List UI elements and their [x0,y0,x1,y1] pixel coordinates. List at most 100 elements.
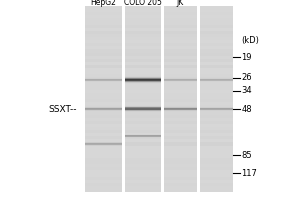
Bar [200,90,232,93]
Bar [85,99,122,102]
Bar [124,84,160,87]
Bar [164,25,196,28]
Bar [124,31,160,34]
Bar [164,74,196,77]
Bar [124,80,160,81]
Bar [124,80,160,84]
Bar [124,34,160,37]
Bar [200,121,232,124]
Bar [200,161,232,164]
Bar [124,133,160,136]
Bar [85,80,122,84]
Bar [200,80,232,84]
Bar [85,130,122,133]
Bar [85,15,122,18]
Bar [164,62,196,65]
Bar [164,111,196,114]
Bar [124,149,160,152]
Bar [85,18,122,21]
Bar [164,108,196,111]
Bar [124,130,160,133]
Bar [200,146,232,149]
Bar [164,139,196,142]
Text: 117: 117 [242,168,257,178]
Bar [200,62,232,65]
Bar [124,49,160,52]
Bar [124,176,160,180]
Bar [164,146,196,149]
Bar [85,46,122,49]
Bar [200,114,232,118]
Bar [164,118,196,121]
Bar [85,118,122,121]
Bar [85,170,122,173]
Text: 48: 48 [242,104,252,114]
Bar [164,65,196,68]
Bar [124,189,160,192]
Bar [124,87,160,90]
Bar [164,186,196,189]
Bar [124,99,160,102]
Bar [200,49,232,52]
Bar [200,108,232,111]
Bar [164,130,196,133]
Bar [85,59,122,62]
Bar [85,56,122,59]
Bar [200,68,232,71]
Bar [124,83,160,84]
Bar [164,176,196,180]
Text: SSXT--: SSXT-- [48,104,76,114]
Bar [85,108,122,111]
Bar [200,133,232,136]
Bar [124,139,160,142]
Bar [85,87,122,90]
Bar [164,31,196,34]
Bar [200,164,232,167]
Bar [200,180,232,183]
Bar [124,82,160,83]
Bar [124,186,160,189]
Bar [85,28,122,31]
Bar [124,146,160,149]
Bar [164,152,196,155]
Bar [85,21,122,25]
Bar [200,59,232,62]
Bar [164,80,196,84]
Bar [200,43,232,46]
Bar [85,62,122,65]
Bar [200,173,232,176]
Bar [85,6,122,192]
Text: 19: 19 [242,52,252,62]
Bar [164,99,196,102]
Bar [164,15,196,18]
Bar [124,79,160,80]
Bar [200,15,232,18]
Bar [200,139,232,142]
Bar [164,6,196,192]
Bar [200,71,232,74]
Bar [124,28,160,31]
Bar [85,49,122,52]
Bar [124,111,160,112]
Bar [85,186,122,189]
Bar [124,74,160,77]
Bar [164,121,196,124]
Bar [164,127,196,130]
Bar [85,158,122,161]
Bar [164,93,196,96]
Bar [200,34,232,37]
Bar [85,65,122,68]
Bar [124,71,160,74]
Bar [124,152,160,155]
Bar [124,102,160,105]
Text: 34: 34 [242,86,252,95]
Bar [200,74,232,77]
Bar [124,121,160,124]
Text: (kD): (kD) [242,36,260,45]
Bar [85,25,122,28]
Bar [164,142,196,146]
Bar [200,93,232,96]
Bar [85,93,122,96]
Bar [200,105,232,108]
Bar [164,87,196,90]
